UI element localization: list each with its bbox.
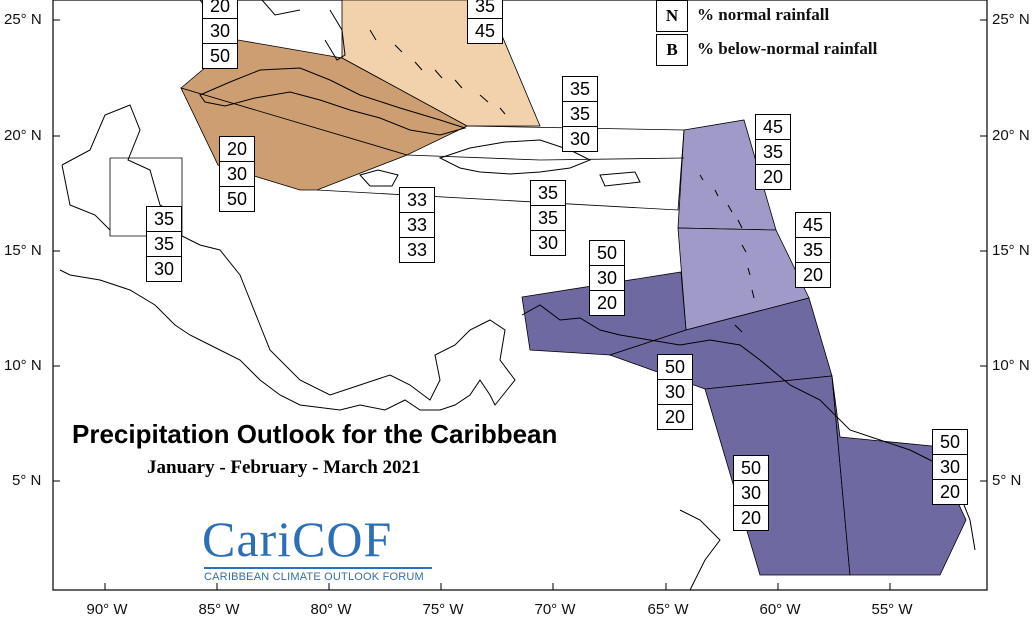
coastline-hispaniola: [438, 139, 592, 175]
probability-value: 33: [400, 213, 434, 238]
logo-rule: [204, 567, 432, 569]
logo-wordmark: CariCOF: [202, 511, 393, 567]
probability-value: 33: [406, 240, 428, 260]
probability-value: 45: [756, 115, 790, 140]
legend-text-below: % below-normal rainfall: [697, 39, 878, 58]
lon-label: 80° W: [310, 601, 352, 618]
probability-value: 35: [531, 206, 565, 231]
probability-box-turks-caicos: 35 35 30: [562, 76, 598, 152]
probability-value: 20: [203, 0, 237, 19]
lat-ticks: [53, 19, 987, 482]
lon-label: 85° W: [198, 601, 240, 618]
map-title: Precipitation Outlook for the Caribbean: [72, 419, 558, 449]
lon-label: 65° W: [647, 601, 689, 618]
probability-value: 30: [220, 162, 254, 187]
probability-value: 30: [734, 481, 768, 506]
probability-box-abc-islands: 50 30 20: [589, 240, 625, 316]
probability-value: 20: [939, 482, 961, 502]
probability-value: 35: [531, 181, 565, 206]
probability-box-trinidad: 50 30 20: [657, 354, 693, 430]
lat-label-left: 10° N: [4, 357, 42, 374]
probability-box-hispaniola: 35 35 30: [530, 180, 566, 256]
lat-label-left: 20° N: [4, 127, 42, 144]
probability-value: 35: [796, 238, 830, 263]
probability-value: 35: [756, 140, 790, 165]
probability-value: 50: [734, 456, 768, 481]
coastline-cuba: [199, 67, 467, 136]
probability-value: 50: [209, 46, 231, 66]
probability-value: 45: [474, 21, 496, 41]
lat-label-right: 25° N: [992, 11, 1030, 28]
probability-value: 33: [400, 188, 434, 213]
lon-label: 75° W: [422, 601, 464, 618]
probability-value: 50: [226, 189, 248, 209]
coastline-south-america: [521, 304, 976, 591]
lat-label-right: 15° N: [992, 242, 1030, 259]
legend-text-normal: % normal rainfall: [697, 5, 830, 24]
lon-label: 60° W: [759, 601, 801, 618]
lon-ticks: [104, 583, 891, 590]
coastline-lesser-antilles: [699, 174, 755, 333]
probability-value: 50: [933, 430, 967, 455]
probability-value: 35: [468, 0, 502, 19]
lat-label-left: 5° N: [12, 472, 42, 489]
probability-value: 35: [147, 232, 181, 257]
probability-value: 50: [590, 241, 624, 266]
coastline-puerto-rico: [599, 171, 641, 187]
legend-key-normal: N: [656, 0, 688, 32]
probability-value: 30: [933, 455, 967, 480]
lat-label-left: 15° N: [4, 242, 42, 259]
probability-box-cuba: 20 30 50: [219, 136, 255, 212]
probability-value: 20: [802, 265, 824, 285]
legend-key-below: B: [656, 34, 688, 66]
probability-value: 45: [796, 213, 830, 238]
probability-value: 20: [664, 407, 686, 427]
probability-value: 50: [658, 355, 692, 380]
coastline-bahamas: [369, 29, 506, 115]
probability-value: 20: [596, 293, 618, 313]
probability-box-suriname: 50 30 20: [932, 429, 968, 505]
probability-value: 20: [762, 167, 784, 187]
boundary-greater-antilles: [406, 154, 685, 161]
logo-tagline: CARIBBEAN CLIMATE OUTLOOK FORUM: [204, 571, 424, 583]
probability-box-jamaica: 33 33 33: [399, 187, 435, 263]
probability-value: 30: [203, 19, 237, 44]
probability-value: 35: [563, 77, 597, 102]
lat-label-left: 25° N: [4, 11, 42, 28]
probability-box-windward: 45 35 20: [795, 212, 831, 288]
map-subtitle: January - February - March 2021: [147, 457, 421, 478]
probability-value: 30: [569, 129, 591, 149]
probability-box-top-left: 20 30 50: [202, 0, 238, 69]
probability-value: 30: [153, 259, 175, 279]
lon-label: 70° W: [534, 601, 576, 618]
probability-value: 30: [537, 233, 559, 253]
probability-value: 35: [147, 207, 181, 232]
probability-box-guyana: 50 30 20: [733, 455, 769, 531]
probability-box-leeward: 45 35 20: [755, 114, 791, 190]
coastline-jamaica: [359, 169, 399, 187]
probability-value: 35: [563, 102, 597, 127]
lat-label-right: 20° N: [992, 127, 1030, 144]
lat-label-right: 10° N: [992, 357, 1030, 374]
lat-label-right: 5° N: [992, 472, 1022, 489]
probability-box-belize: 35 35 30: [146, 206, 182, 282]
lon-label: 55° W: [871, 601, 913, 618]
region-suriname-french-guiana: [831, 375, 967, 576]
probability-value: 30: [658, 380, 692, 405]
probability-value: 20: [220, 137, 254, 162]
probability-box-bahamas: 35 45: [467, 0, 503, 44]
caricof-logo: CariCOF CARIBBEAN CLIMATE OUTLOOK FORUM: [200, 511, 435, 583]
probability-value: 30: [590, 266, 624, 291]
lon-label: 90° W: [86, 601, 128, 618]
probability-value: 20: [740, 508, 762, 528]
